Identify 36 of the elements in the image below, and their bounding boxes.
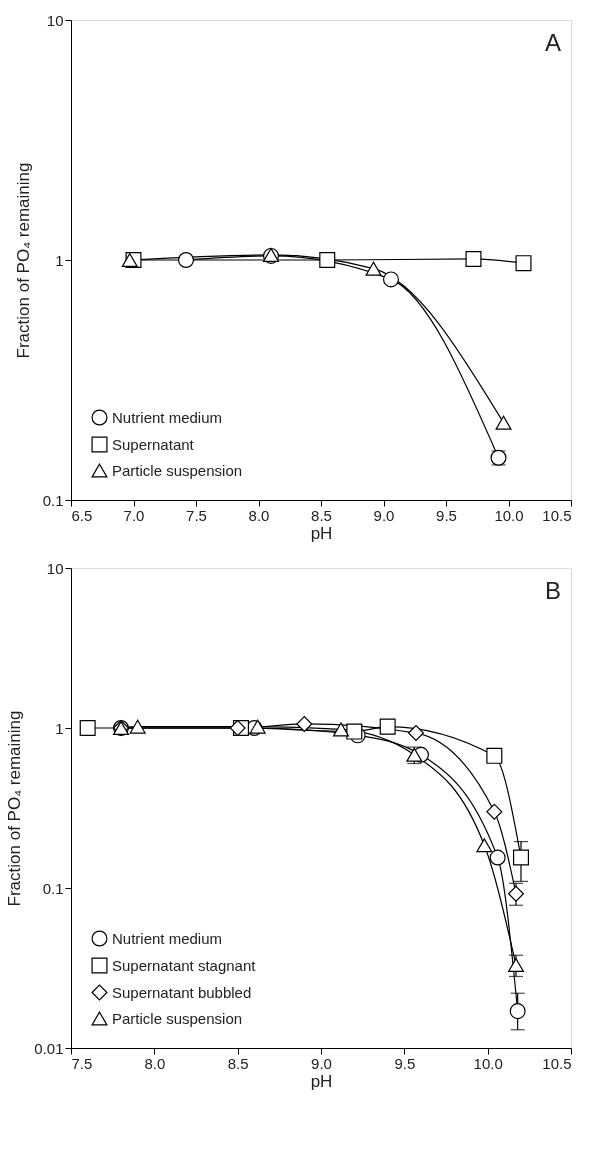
x-tick-label: 7.0	[123, 506, 145, 524]
x-tick-label: 10.0	[473, 1054, 503, 1072]
x-tick-label: 10.5	[542, 1054, 572, 1072]
y-tick-label: 1	[55, 719, 64, 737]
annotation: A	[544, 29, 561, 56]
x-tick-label: 8.0	[248, 506, 270, 524]
legend-label: Supernatant	[112, 435, 195, 453]
annotation: B	[544, 577, 561, 604]
x-tick-label: 10.5	[542, 506, 572, 524]
x-tick-label: 10.0	[494, 506, 524, 524]
x-tick-label: 8.5	[227, 1054, 249, 1072]
y-tick-label: 10	[46, 11, 64, 29]
legend-label: Particle suspension	[112, 461, 243, 479]
x-tick-label: 8.0	[144, 1054, 166, 1072]
x-tick-label: 9.5	[394, 1054, 416, 1072]
x-tick-label: 8.5	[311, 506, 332, 524]
x-axis-title: pH	[310, 523, 333, 543]
x-tick-label: 9.0	[311, 1054, 332, 1072]
y-tick-label: 1	[55, 251, 64, 269]
legend-label: Nutrient medium	[112, 408, 223, 426]
x-tick-label: 9.5	[436, 506, 457, 524]
x-tick-label: 6.5	[71, 506, 93, 524]
y-tick-label: 0.1	[42, 879, 64, 897]
legend-label: Particle suspension	[112, 1009, 243, 1027]
y-tick-label: 0.01	[34, 1039, 64, 1057]
y-tick-label: 0.1	[42, 491, 64, 509]
legend-label: Supernatant stagnant	[112, 956, 257, 974]
legend-label: Supernatant bubbled	[112, 983, 252, 1001]
x-tick-label: 7.5	[186, 506, 207, 524]
x-tick-label: 9.0	[373, 506, 395, 524]
legend-label: Nutrient medium	[112, 929, 223, 947]
y-axis-title: Fraction of PO₄ remaining	[13, 162, 33, 359]
x-axis-title: pH	[310, 1071, 333, 1091]
y-tick-label: 10	[46, 559, 64, 577]
x-tick-label: 7.5	[71, 1054, 93, 1072]
y-axis-title: Fraction of PO₄ remaining	[5, 710, 25, 907]
